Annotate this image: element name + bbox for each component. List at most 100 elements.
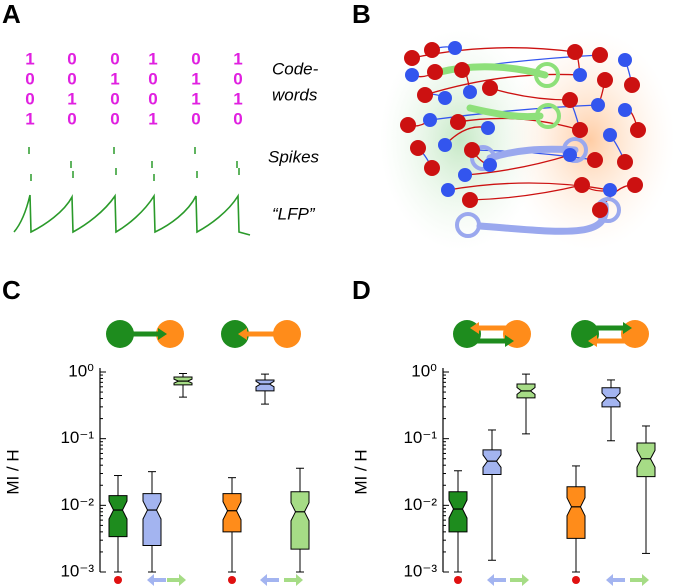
category-icon: [114, 576, 122, 584]
neuron: [591, 98, 605, 112]
connection: [464, 154, 571, 176]
neuron: [424, 42, 440, 58]
neuron: [462, 192, 478, 208]
category-icon: [147, 574, 166, 586]
codeword-digit: 0: [110, 49, 119, 68]
group-icon: [273, 320, 301, 348]
box: [566, 486, 586, 539]
neuron: [448, 41, 462, 55]
codeword-digit: 1: [191, 89, 200, 108]
neuron: [627, 177, 643, 193]
panel-label: B: [352, 0, 371, 29]
glow: [380, 30, 540, 250]
codeword-label: Code-: [272, 59, 319, 78]
neuron: [567, 44, 583, 60]
y-tick-label: 10⁰: [68, 361, 94, 380]
connection: [429, 104, 599, 121]
codeword-digit: 1: [148, 109, 157, 128]
codeword-digit: 0: [67, 49, 76, 68]
neuron: [463, 85, 477, 99]
neuron: [438, 91, 452, 105]
neuron: [597, 72, 613, 88]
neuron: [587, 152, 603, 168]
codeword-digit: 0: [191, 49, 200, 68]
y-tick-label: 10⁻³: [60, 561, 94, 580]
neuron: [405, 68, 419, 82]
group-icon: [471, 335, 514, 347]
lfp-label: “LFP”: [272, 204, 316, 223]
category-icon: [487, 574, 506, 586]
codeword-digit: 0: [110, 109, 119, 128]
codeword-digit: 1: [110, 69, 119, 88]
category-icon: [454, 576, 462, 584]
codeword-digit: 0: [25, 69, 34, 88]
neuron: [464, 142, 480, 158]
y-axis-label: MI / H: [351, 449, 370, 494]
highlight: [455, 212, 481, 238]
panel-label: C: [2, 275, 21, 305]
neuron: [417, 87, 433, 103]
category-icon: [260, 574, 279, 586]
neuron: [630, 122, 646, 138]
neuron: [592, 47, 608, 63]
neuron: [573, 68, 587, 82]
neuron: [482, 80, 498, 96]
neuron: [618, 103, 632, 117]
neuron: [617, 154, 633, 170]
neuron: [603, 183, 617, 197]
spikes-label: Spikes: [268, 147, 320, 166]
codeword-digit: 1: [233, 49, 242, 68]
neuron: [592, 202, 608, 218]
signal-arrow: [466, 104, 544, 121]
group-icon: [588, 335, 631, 347]
connection: [447, 182, 611, 191]
codeword-digit: 1: [25, 49, 34, 68]
y-axis-label: MI / H: [3, 449, 22, 494]
codeword-digit: 1: [67, 89, 76, 108]
codeword-digit: 1: [233, 89, 242, 108]
codeword-digit: 0: [233, 69, 242, 88]
neuron: [404, 50, 420, 66]
group-icon: [221, 320, 249, 348]
group-icon: [470, 322, 513, 334]
codeword-digit: 0: [67, 109, 76, 128]
neuron: [438, 138, 452, 152]
highlight: [534, 62, 560, 88]
highlight: [562, 137, 588, 163]
codeword-digit: 0: [191, 109, 200, 128]
neuron: [572, 122, 588, 138]
box: [482, 449, 502, 476]
glow: [505, 30, 673, 250]
codeword-label: words: [272, 85, 318, 104]
neuron: [450, 114, 466, 130]
group-icon: [156, 320, 184, 348]
category-icon: [572, 576, 580, 584]
category-icon: [510, 574, 529, 586]
neuron: [624, 77, 640, 93]
neuron: [481, 121, 495, 135]
neuron: [618, 53, 632, 67]
neuron: [424, 160, 440, 176]
codeword-digit: 1: [148, 49, 157, 68]
y-tick-label: 10⁰: [411, 361, 437, 380]
codeword-digit: 0: [233, 109, 242, 128]
codeword-digit: 0: [148, 69, 157, 88]
neuron: [454, 62, 470, 78]
category-icon: [284, 574, 303, 586]
neuron: [563, 148, 577, 162]
neuron: [427, 64, 443, 80]
connection: [469, 184, 583, 201]
network-diagram: [400, 41, 646, 238]
codeword-digit: 1: [25, 109, 34, 128]
neuron: [483, 158, 497, 172]
category-icon: [228, 576, 236, 584]
panel-label: A: [2, 0, 21, 29]
category-icon: [167, 574, 186, 586]
neuron: [410, 140, 426, 156]
neuron: [603, 128, 617, 142]
neuron: [562, 92, 578, 108]
lfp-trace: [13, 193, 251, 236]
group-icon: [238, 328, 283, 340]
highlight: [535, 103, 561, 129]
